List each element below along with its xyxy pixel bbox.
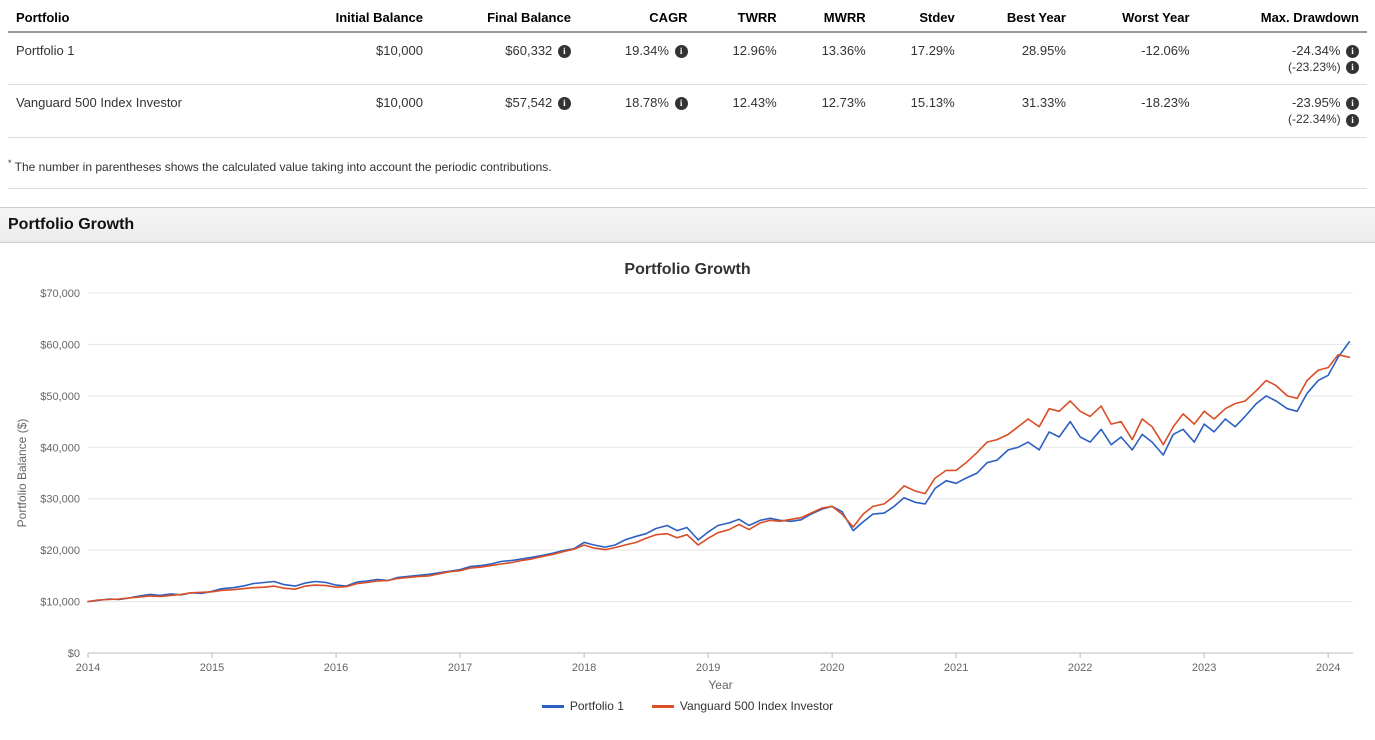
svg-text:2015: 2015 bbox=[199, 662, 223, 674]
table-body: Portfolio 1$10,000$60,332 i19.34% i12.96… bbox=[8, 32, 1367, 137]
chart-wrap: Portfolio Growth $0 $10,000 $20,000 $30,000… bbox=[0, 243, 1375, 723]
col-stdev: Stdev bbox=[874, 4, 963, 32]
legend-swatch bbox=[652, 705, 674, 708]
table-cell: $60,332 i bbox=[431, 32, 579, 85]
table-cell: 18.78% i bbox=[579, 85, 696, 137]
info-icon[interactable]: i bbox=[675, 97, 688, 110]
legend-item[interactable]: Portfolio 1 bbox=[542, 699, 624, 713]
chart-title: Portfolio Growth bbox=[0, 261, 1375, 279]
svg-text:$70,000: $70,000 bbox=[40, 288, 80, 300]
table-cell: Vanguard 500 Index Investor bbox=[8, 85, 278, 137]
table-cell: -24.34% i(-23.23%) i bbox=[1198, 32, 1367, 85]
col-portfolio: Portfolio bbox=[8, 4, 278, 32]
col-worst: Worst Year bbox=[1074, 4, 1198, 32]
svg-text:2022: 2022 bbox=[1067, 662, 1091, 674]
table-cell: 19.34% i bbox=[579, 32, 696, 85]
svg-text:2014: 2014 bbox=[75, 662, 99, 674]
table-cell: 17.29% bbox=[874, 32, 963, 85]
section-header: Portfolio Growth bbox=[0, 207, 1375, 243]
legend-swatch bbox=[542, 705, 564, 708]
section-title: Portfolio Growth bbox=[8, 216, 134, 233]
table-row: Portfolio 1$10,000$60,332 i19.34% i12.96… bbox=[8, 32, 1367, 85]
info-icon[interactable]: i bbox=[1346, 114, 1359, 127]
table-cell: 12.96% bbox=[696, 32, 785, 85]
col-maxdd: Max. Drawdown bbox=[1198, 4, 1367, 32]
table-cell: -23.95% i(-22.34%) i bbox=[1198, 85, 1367, 137]
col-mwrr: MWRR bbox=[785, 4, 874, 32]
svg-text:2018: 2018 bbox=[571, 662, 595, 674]
svg-text:$50,000: $50,000 bbox=[40, 391, 80, 403]
col-cagr: CAGR bbox=[579, 4, 696, 32]
info-icon[interactable]: i bbox=[558, 97, 571, 110]
growth-chart: $0 $10,000 $20,000 $30,000 $40,000 $50,000 $60… bbox=[8, 283, 1368, 693]
info-icon[interactable]: i bbox=[1346, 45, 1359, 58]
info-icon[interactable]: i bbox=[675, 45, 688, 58]
table-cell: $10,000 bbox=[278, 85, 431, 137]
footnote-text: The number in parentheses shows the calc… bbox=[15, 160, 552, 174]
footnote: * The number in parentheses shows the ca… bbox=[8, 158, 1367, 189]
table-cell: $10,000 bbox=[278, 32, 431, 85]
col-final: Final Balance bbox=[431, 4, 579, 32]
table-cell: 15.13% bbox=[874, 85, 963, 137]
table-row: Vanguard 500 Index Investor$10,000$57,54… bbox=[8, 85, 1367, 137]
info-icon[interactable]: i bbox=[1346, 97, 1359, 110]
performance-table-wrap: Portfolio Initial Balance Final Balance … bbox=[0, 0, 1375, 146]
col-best: Best Year bbox=[963, 4, 1074, 32]
table-cell: 12.43% bbox=[696, 85, 785, 137]
svg-text:$40,000: $40,000 bbox=[40, 442, 80, 454]
svg-text:2023: 2023 bbox=[1191, 662, 1215, 674]
table-cell: 28.95% bbox=[963, 32, 1074, 85]
svg-text:2016: 2016 bbox=[323, 662, 347, 674]
legend-item[interactable]: Vanguard 500 Index Investor bbox=[652, 699, 833, 713]
svg-text:2019: 2019 bbox=[695, 662, 719, 674]
svg-text:$30,000: $30,000 bbox=[40, 493, 80, 505]
svg-text:Portfolio Balance ($): Portfolio Balance ($) bbox=[15, 418, 29, 527]
svg-text:2017: 2017 bbox=[447, 662, 471, 674]
svg-text:2024: 2024 bbox=[1315, 662, 1339, 674]
svg-text:2020: 2020 bbox=[819, 662, 843, 674]
performance-table: Portfolio Initial Balance Final Balance … bbox=[8, 4, 1367, 138]
table-cell: Portfolio 1 bbox=[8, 32, 278, 85]
info-icon[interactable]: i bbox=[558, 45, 571, 58]
legend-label: Portfolio 1 bbox=[570, 699, 624, 713]
chart-legend: Portfolio 1 Vanguard 500 Index Investor bbox=[0, 699, 1375, 713]
table-cell: -12.06% bbox=[1074, 32, 1198, 85]
table-header: Portfolio Initial Balance Final Balance … bbox=[8, 4, 1367, 32]
svg-text:$10,000: $10,000 bbox=[40, 596, 80, 608]
table-cell: -18.23% bbox=[1074, 85, 1198, 137]
table-cell: 12.73% bbox=[785, 85, 874, 137]
col-initial: Initial Balance bbox=[278, 4, 431, 32]
table-cell: 31.33% bbox=[963, 85, 1074, 137]
info-icon[interactable]: i bbox=[1346, 61, 1359, 74]
svg-text:$60,000: $60,000 bbox=[40, 339, 80, 351]
table-cell: $57,542 i bbox=[431, 85, 579, 137]
svg-text:2021: 2021 bbox=[943, 662, 967, 674]
svg-text:$0: $0 bbox=[67, 648, 79, 660]
legend-label: Vanguard 500 Index Investor bbox=[680, 699, 833, 713]
col-twrr: TWRR bbox=[696, 4, 785, 32]
table-cell: 13.36% bbox=[785, 32, 874, 85]
svg-text:$20,000: $20,000 bbox=[40, 545, 80, 557]
svg-text:Year: Year bbox=[708, 678, 732, 692]
